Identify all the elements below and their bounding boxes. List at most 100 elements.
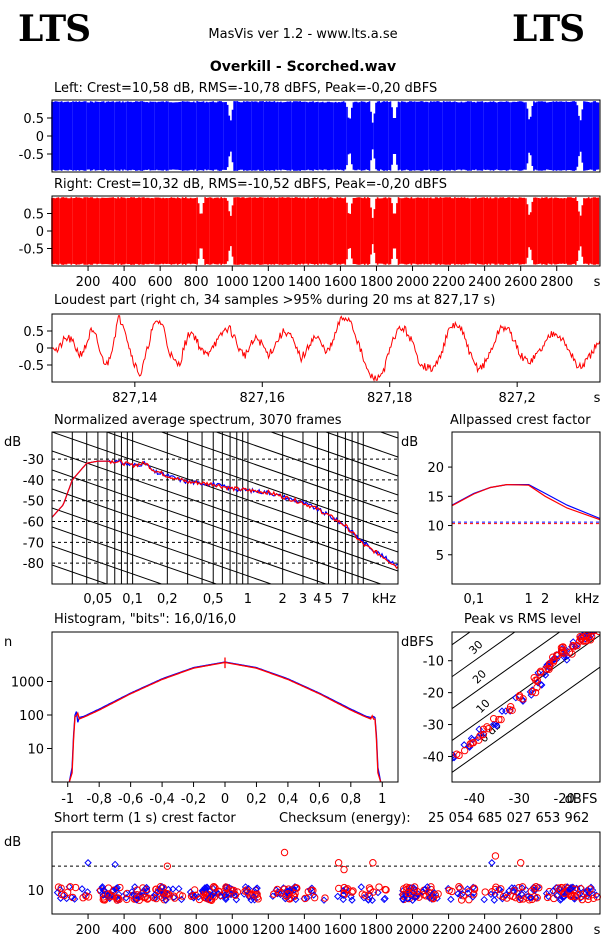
peak-rms-point-blue <box>475 725 483 733</box>
loudest-xtick-label: 827,14 <box>112 391 158 406</box>
peak-rms-point-blue <box>590 632 593 634</box>
peak-rms-ylabel: dBFS <box>401 635 434 650</box>
crest-point-red <box>222 883 230 891</box>
crest-point-red <box>100 895 108 903</box>
spectrum-frame <box>51 431 399 585</box>
crest-point-red <box>116 883 124 892</box>
right-xtick-label: 200 <box>76 275 101 290</box>
crest-point-blue <box>221 891 229 900</box>
crest-point-red <box>567 892 576 901</box>
crest-point-red <box>282 892 291 900</box>
loudest-part-trace <box>51 315 601 382</box>
crest-point-blue <box>339 895 347 904</box>
peak-rms-point-red <box>479 730 488 739</box>
crest-point-red <box>244 888 252 896</box>
spectrum-xtick-label: 0,1 <box>122 592 143 607</box>
logo-left: LTS <box>18 8 91 50</box>
crest-point-red <box>161 892 169 900</box>
histogram-xtick-label: 0 <box>221 792 229 807</box>
crest-point-red <box>527 887 535 895</box>
allpassed-ytick-label: 20 <box>427 461 444 476</box>
peak-rms-point-red <box>545 665 553 673</box>
crest-point-red <box>84 893 93 901</box>
peak-rms-ytick-label: -10 <box>423 655 444 670</box>
crest-point-red <box>71 883 80 892</box>
spectrum-xlabel: kHz <box>372 592 396 607</box>
peak-rms-point-blue <box>474 733 482 742</box>
crest-point-red <box>375 883 383 891</box>
histogram-series-blue <box>68 661 382 783</box>
peak-rms-point-red <box>587 632 595 635</box>
crest-point-blue <box>347 892 355 901</box>
histogram-xtick-label: 0,6 <box>309 792 330 807</box>
spectrum-xtick-label: 0,2 <box>157 592 178 607</box>
crest-point-blue <box>575 890 584 898</box>
crest-point-blue <box>142 883 151 892</box>
crest-point-red <box>104 890 113 898</box>
peak-rms-point-red <box>466 740 475 748</box>
file-title: Overkill - Scorched.wav <box>209 59 397 75</box>
peak-rms-point-red <box>530 673 538 682</box>
crest-outlier-red <box>516 859 525 867</box>
crest-point-red <box>284 890 292 898</box>
crest-point-blue <box>502 891 510 899</box>
spectrum-ylabel: dB <box>4 435 21 450</box>
allpassed-xtick-label: 2 <box>541 592 549 607</box>
crest-point-blue <box>557 895 565 903</box>
crest-point-red <box>133 894 142 902</box>
allpassed-ytick-label: 5 <box>436 549 444 564</box>
crest-point-red <box>115 895 123 904</box>
peak-rms-crest-diagonal <box>452 632 516 678</box>
crest-point-blue <box>83 888 92 896</box>
crest-point-blue <box>162 896 170 904</box>
spectrum-slope-line <box>52 526 218 584</box>
spectrum-series-blue <box>52 459 398 567</box>
crest-frame <box>51 831 601 915</box>
crest-point-red <box>340 889 348 897</box>
histogram-xtick-label: -0,8 <box>86 792 111 807</box>
loudest-part-title: Loudest part (right ch, 34 samples >95% … <box>54 293 496 308</box>
crest-point-red <box>114 894 122 902</box>
crest-point-red <box>340 883 348 892</box>
peak-rms-crest-diagonal <box>452 632 471 646</box>
histogram-series-red <box>68 661 382 783</box>
crest-point-blue <box>98 883 107 891</box>
right-xtick-label: 800 <box>184 275 209 290</box>
right-waveform-ytick-label: -0.5 <box>19 243 44 258</box>
right-waveform-ytick-label: 0.5 <box>23 208 44 223</box>
allpassed-xtick-label: 1 <box>525 592 533 607</box>
crest-point-blue <box>201 884 209 892</box>
spectrum-slope-line <box>52 507 273 584</box>
peak-rms-point-red <box>528 687 537 696</box>
right-xtick-label: 1600 <box>324 275 357 290</box>
left-waveform-ytick-label: -0.5 <box>19 148 44 163</box>
crest-point-blue <box>210 889 218 897</box>
crest-xtick-label: 2200 <box>432 923 465 938</box>
crest-point-red <box>382 886 390 894</box>
crest-outlier-red <box>280 848 289 857</box>
peak-rms-point-red <box>505 706 514 714</box>
crest-point-red <box>133 886 141 894</box>
crest-point-blue <box>423 883 432 891</box>
allpassed-series-red <box>451 483 601 521</box>
crest-point-red <box>400 885 408 893</box>
peak-rms-point-red <box>585 633 593 642</box>
peak-rms-point-red <box>497 715 505 724</box>
spectrum-slope-line <box>214 432 398 496</box>
histogram-title: Histogram, "bits": 16,0/16,0 <box>54 612 237 627</box>
spectrum-xtick-label: 2 <box>279 592 287 607</box>
loudest-ytick-label: 0.5 <box>23 325 44 340</box>
crest-xtick-label: 1800 <box>360 923 393 938</box>
peak-rms-point-red <box>489 714 498 723</box>
crest-point-red <box>503 894 511 902</box>
crest-xtick-label: 1000 <box>216 923 249 938</box>
crest-point-red <box>497 885 505 893</box>
right-waveform-title: Right: Crest=10,32 dB, RMS=-10,52 dBFS, … <box>54 177 447 192</box>
right-waveform-trace <box>51 197 600 265</box>
peak-rms-diagonal-label: 40 <box>463 609 482 628</box>
crest-point-red <box>518 883 527 891</box>
right-x-unit: s <box>594 275 601 290</box>
crest-point-red <box>455 883 463 891</box>
crest-point-red <box>556 886 564 894</box>
peak-rms-point-red <box>549 658 558 666</box>
